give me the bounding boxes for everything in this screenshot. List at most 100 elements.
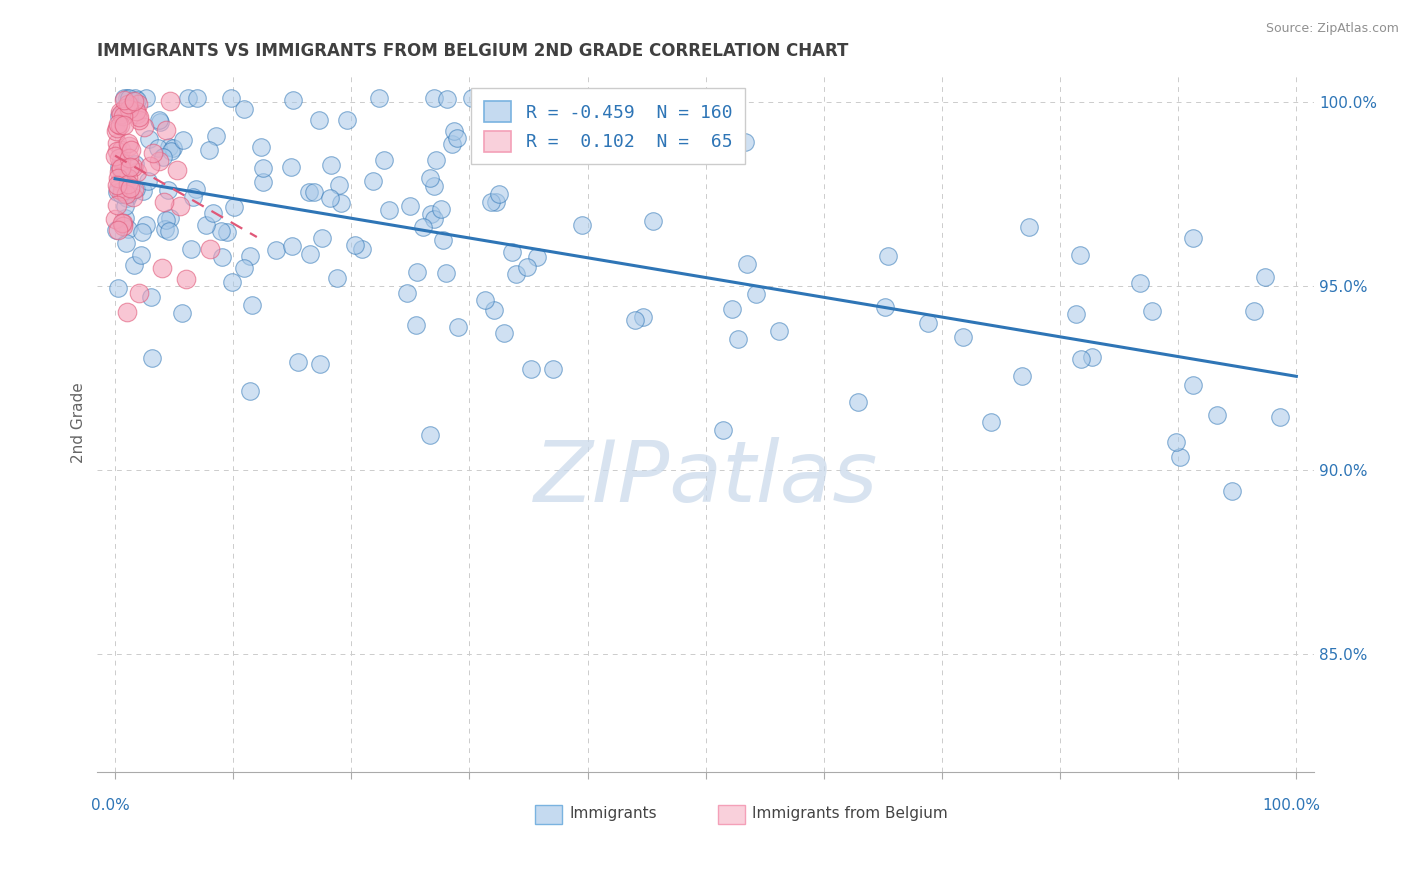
Point bbox=[162, 141, 184, 155]
Point bbox=[432, 233, 454, 247]
Point bbox=[138, 174, 160, 188]
Point bbox=[122, 160, 145, 174]
Point bbox=[373, 153, 395, 167]
Point bbox=[122, 258, 145, 272]
Point bbox=[135, 91, 157, 105]
Point bbox=[721, 301, 744, 316]
Point bbox=[713, 423, 735, 437]
Point bbox=[471, 91, 494, 105]
Point bbox=[252, 161, 274, 175]
Point bbox=[107, 223, 129, 237]
Point bbox=[328, 178, 350, 192]
Point bbox=[623, 313, 645, 327]
Point bbox=[571, 219, 593, 233]
Legend: R = -0.459  N = 160, R =  0.102  N =  65: R = -0.459 N = 160, R = 0.102 N = 65 bbox=[471, 88, 745, 164]
Point bbox=[233, 102, 256, 116]
Point bbox=[112, 94, 135, 108]
Point bbox=[219, 91, 242, 105]
Point bbox=[125, 182, 148, 196]
Point bbox=[211, 250, 233, 264]
Point bbox=[139, 290, 162, 304]
Point bbox=[107, 281, 129, 295]
Point bbox=[264, 243, 287, 257]
Point bbox=[111, 184, 134, 198]
Point bbox=[501, 245, 523, 260]
Point bbox=[118, 138, 141, 153]
Point bbox=[1220, 484, 1243, 499]
Point bbox=[512, 140, 534, 154]
Point bbox=[132, 184, 155, 198]
Point bbox=[118, 161, 141, 175]
Point bbox=[128, 286, 150, 301]
Point bbox=[1011, 369, 1033, 384]
Point bbox=[745, 286, 768, 301]
Point bbox=[423, 211, 446, 226]
Point bbox=[425, 153, 447, 167]
Point bbox=[152, 150, 174, 164]
Point bbox=[1181, 231, 1204, 245]
Point bbox=[441, 137, 464, 152]
Point bbox=[184, 182, 207, 196]
Point bbox=[177, 91, 200, 105]
Point bbox=[768, 324, 790, 338]
FancyBboxPatch shape bbox=[536, 805, 562, 824]
Point bbox=[128, 113, 150, 128]
Point bbox=[1182, 377, 1205, 392]
Point bbox=[105, 178, 128, 192]
Point bbox=[110, 154, 132, 169]
Point bbox=[419, 171, 441, 186]
Point bbox=[980, 416, 1002, 430]
Point bbox=[249, 139, 271, 153]
Point bbox=[153, 221, 176, 235]
Point bbox=[330, 195, 353, 210]
Point bbox=[111, 219, 134, 233]
Point bbox=[443, 124, 465, 138]
Point bbox=[110, 118, 132, 132]
Point bbox=[1070, 352, 1092, 367]
Point bbox=[308, 112, 330, 127]
Point bbox=[238, 249, 260, 263]
Point bbox=[311, 230, 333, 244]
Point bbox=[114, 199, 136, 213]
Point bbox=[115, 171, 138, 186]
Point bbox=[361, 174, 384, 188]
Point bbox=[105, 136, 128, 150]
Point bbox=[423, 178, 446, 193]
Point bbox=[125, 93, 148, 107]
Point bbox=[124, 91, 146, 105]
Point bbox=[412, 220, 434, 235]
Point bbox=[1168, 450, 1191, 465]
Point bbox=[240, 298, 263, 312]
Point bbox=[105, 121, 128, 136]
Point bbox=[118, 102, 141, 116]
Point bbox=[222, 200, 245, 214]
Point bbox=[131, 248, 153, 262]
Point bbox=[110, 105, 132, 120]
Point bbox=[170, 306, 193, 320]
Point bbox=[114, 235, 136, 250]
Point bbox=[155, 212, 177, 227]
Point bbox=[159, 211, 181, 226]
Point bbox=[405, 318, 427, 333]
Point bbox=[287, 355, 309, 369]
Point bbox=[112, 91, 135, 105]
Text: Source: ZipAtlas.com: Source: ZipAtlas.com bbox=[1265, 22, 1399, 36]
Point bbox=[118, 187, 141, 202]
Point bbox=[112, 118, 135, 132]
Point bbox=[124, 157, 146, 171]
Point bbox=[131, 225, 153, 239]
Point bbox=[344, 238, 367, 252]
Point bbox=[520, 362, 543, 376]
Point bbox=[485, 194, 508, 209]
Point bbox=[479, 195, 502, 210]
Point bbox=[186, 91, 208, 105]
Point bbox=[326, 270, 349, 285]
Point bbox=[488, 186, 510, 201]
Point bbox=[631, 310, 654, 324]
Point bbox=[107, 117, 129, 131]
Point bbox=[319, 191, 342, 205]
Point bbox=[114, 211, 136, 226]
Point bbox=[877, 249, 900, 263]
Point bbox=[118, 151, 141, 165]
Point bbox=[108, 160, 131, 174]
